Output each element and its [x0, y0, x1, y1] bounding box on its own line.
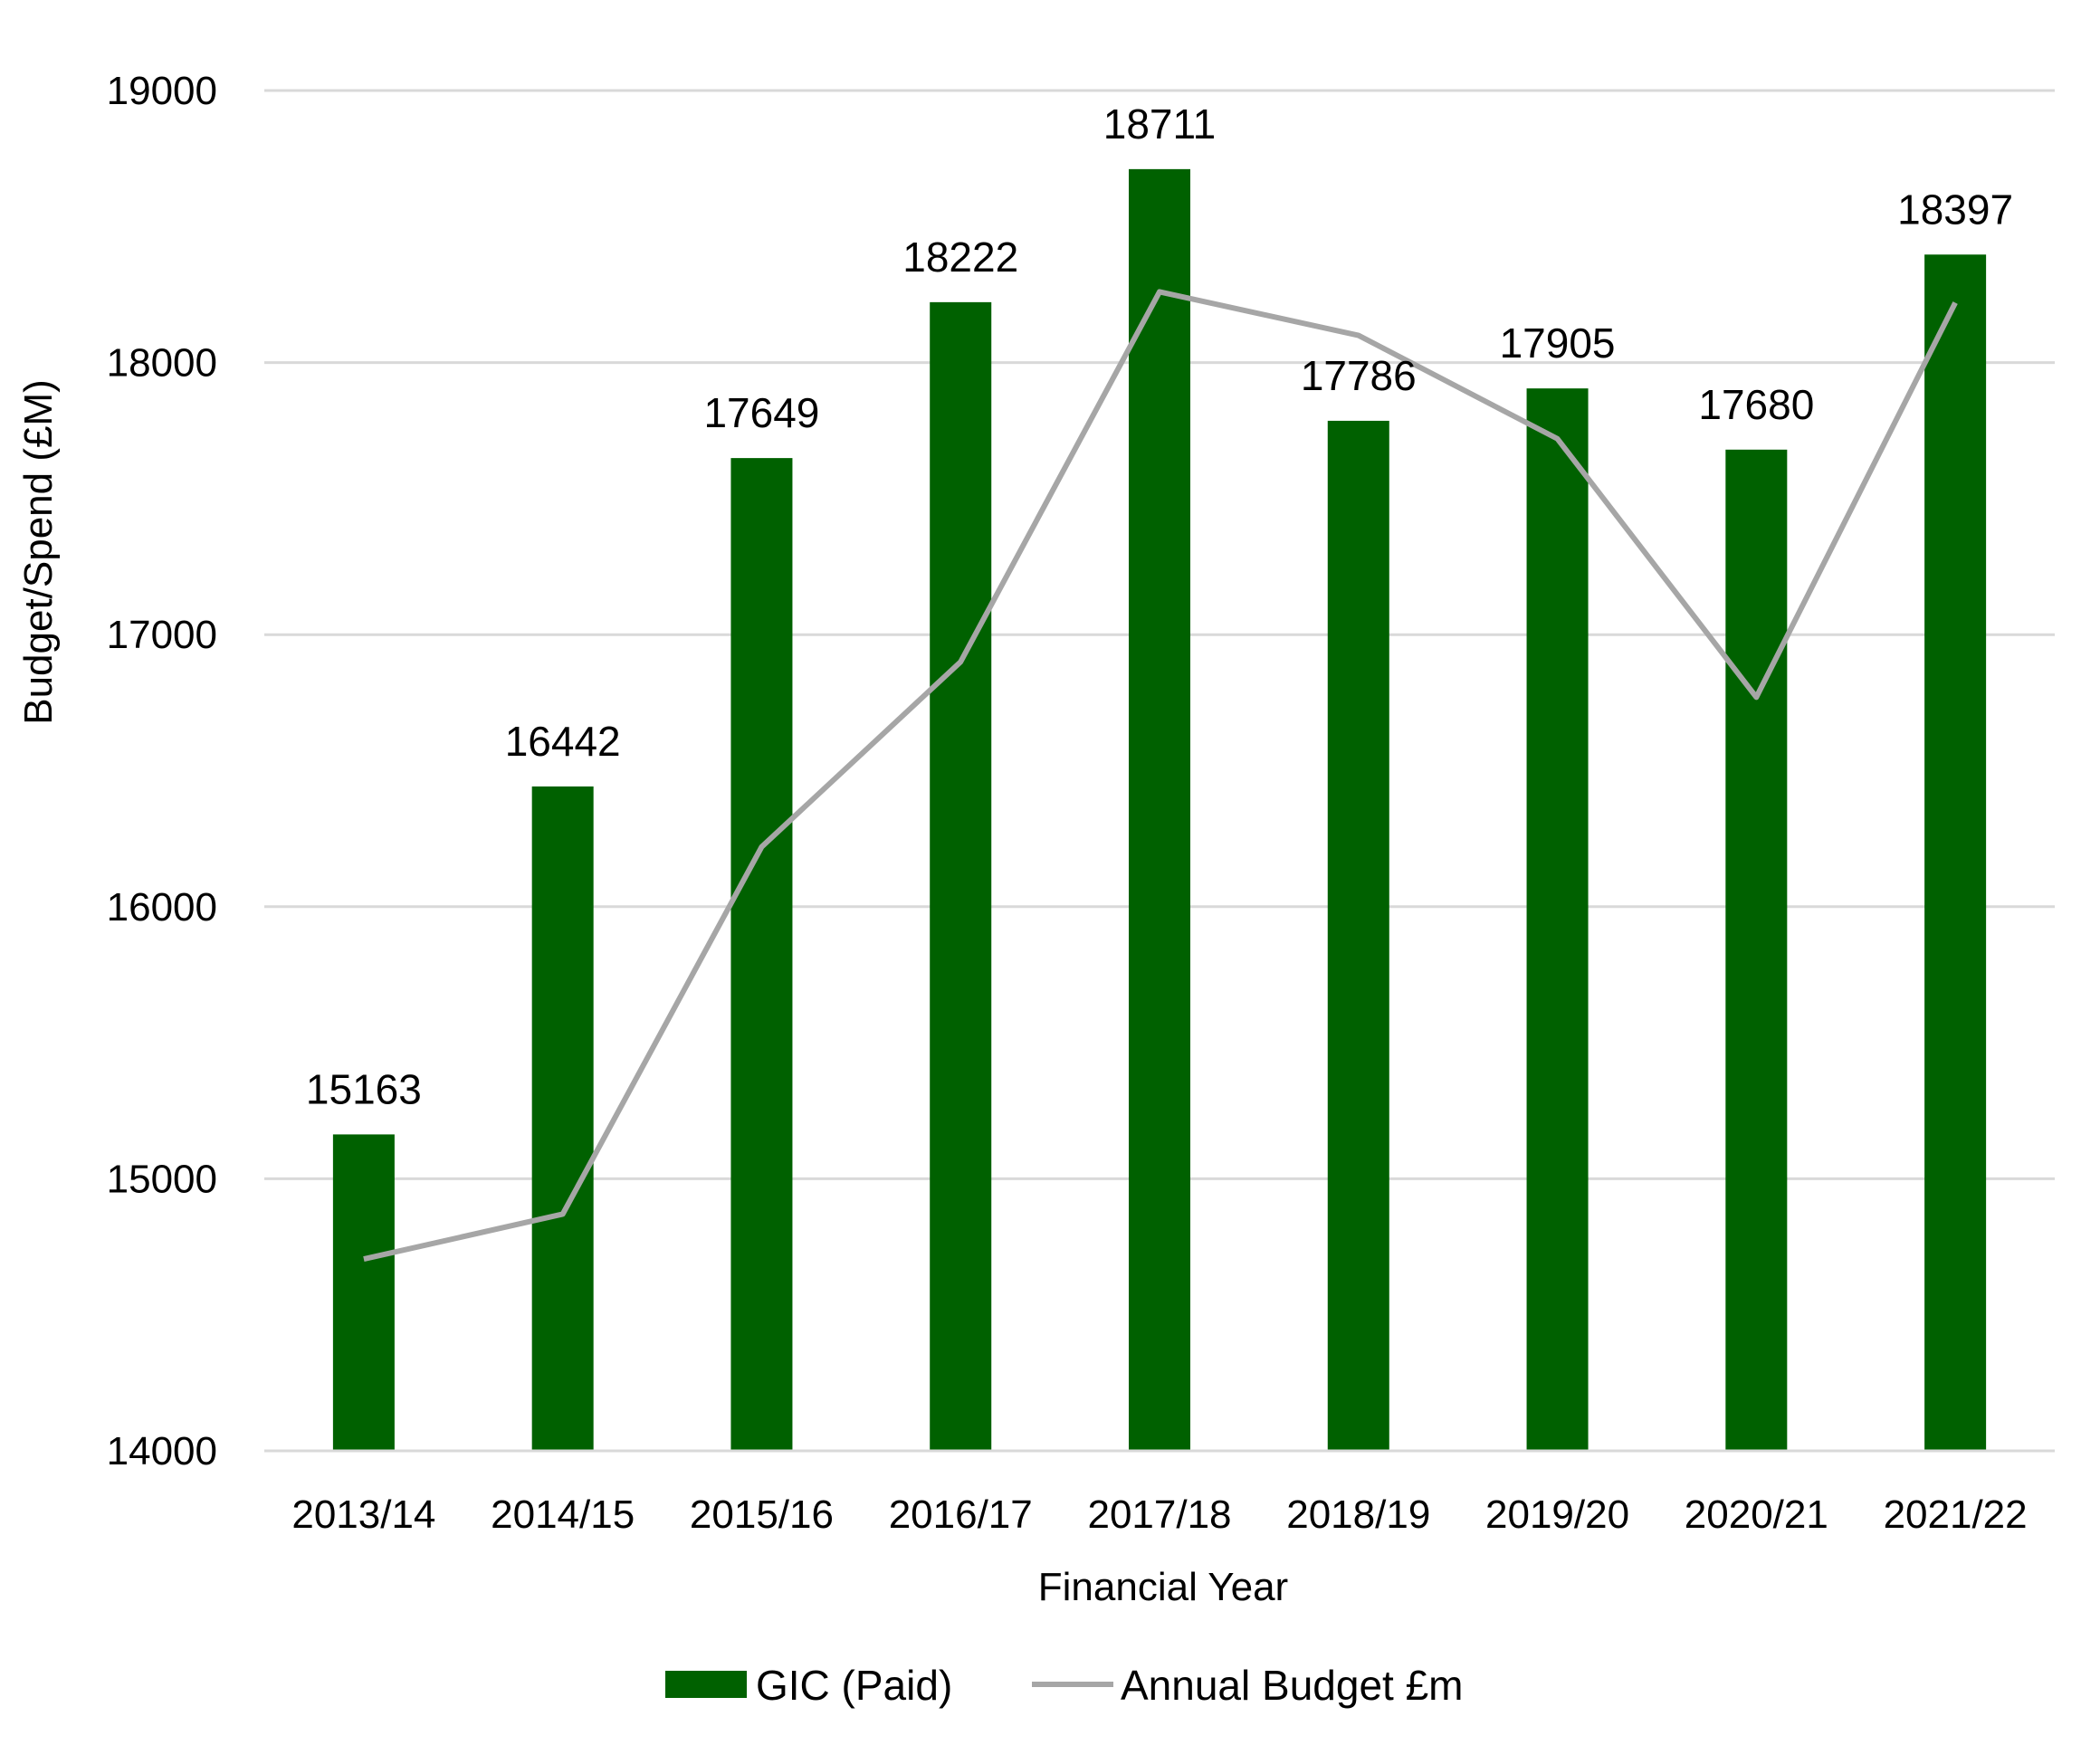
bar-2016/17: [930, 301, 992, 1451]
bar-2019/20: [1526, 388, 1589, 1452]
bar-data-label-2016/17: 18222: [902, 234, 1018, 281]
y-axis-tick-labels: 14000 15000 16000 17000 18000 19000: [107, 69, 217, 1473]
line-series: [363, 289, 1958, 1263]
bar-2014/15: [531, 786, 594, 1451]
bar-2017/18: [1129, 168, 1190, 1451]
y-tick-label-15000: 15000: [107, 1157, 217, 1201]
x-tick-label-2019/20: 2019/20: [1485, 1492, 1629, 1537]
y-tick-label-14000: 14000: [107, 1429, 217, 1473]
bar-data-label-2021/22: 18397: [1897, 186, 2013, 233]
bar-2021/22: [1924, 254, 1987, 1451]
y-tick-label-18000: 18000: [107, 341, 217, 386]
bar-data-label-2013/14: 15163: [306, 1065, 422, 1112]
x-tick-label-2018/19: 2018/19: [1286, 1492, 1430, 1537]
legend-label-gic-paid: GIC (Paid): [756, 1662, 952, 1709]
x-tick-label-2017/18: 2017/18: [1087, 1492, 1231, 1537]
bar-data-label-2019/20: 17905: [1500, 319, 1616, 367]
bar-data-label-2017/18: 18711: [1103, 100, 1217, 148]
legend-label-annual-budget: Annual Budget £m: [1121, 1662, 1464, 1709]
bar-2018/19: [1327, 420, 1389, 1451]
x-tick-label-2015/16: 2015/16: [690, 1492, 834, 1537]
x-tick-label-2020/21: 2020/21: [1685, 1492, 1828, 1537]
x-tick-label-2013/14: 2013/14: [291, 1492, 435, 1537]
legend-swatch-gic-paid: [665, 1671, 747, 1698]
y-tick-label-16000: 16000: [107, 885, 217, 930]
bar-data-label-2014/15: 16442: [505, 718, 621, 765]
bar-2013/14: [332, 1134, 395, 1451]
x-tick-label-2014/15: 2014/15: [491, 1492, 635, 1537]
bar-series: [332, 168, 1987, 1452]
annual-budget-line: [363, 289, 1958, 1263]
bar-data-label-2020/21: 17680: [1698, 381, 1814, 428]
bar-data-label-2018/19: 17786: [1301, 352, 1417, 399]
x-tick-label-2016/17: 2016/17: [889, 1492, 1033, 1537]
y-tick-label-17000: 17000: [107, 613, 217, 657]
y-tick-label-19000: 19000: [107, 69, 217, 113]
bar-2020/21: [1725, 449, 1788, 1451]
x-axis-title: Financial Year: [1038, 1565, 1288, 1609]
y-axis-title: Budget/Spend (£M): [16, 379, 61, 725]
bar-data-labels: 15163 16442 17649 18222 18711 17786 17905 17680…: [306, 100, 2013, 1113]
legend: GIC (Paid) Annual Budget £m: [665, 1662, 1464, 1709]
bar-data-label-2015/16: 17649: [703, 389, 819, 436]
x-axis-tick-labels: 2013/14 2014/15 2015/16 2016/17 2017/18 2018/…: [291, 1492, 2027, 1537]
bar-2015/16: [730, 458, 793, 1451]
x-tick-label-2021/22: 2021/22: [1884, 1492, 2028, 1537]
